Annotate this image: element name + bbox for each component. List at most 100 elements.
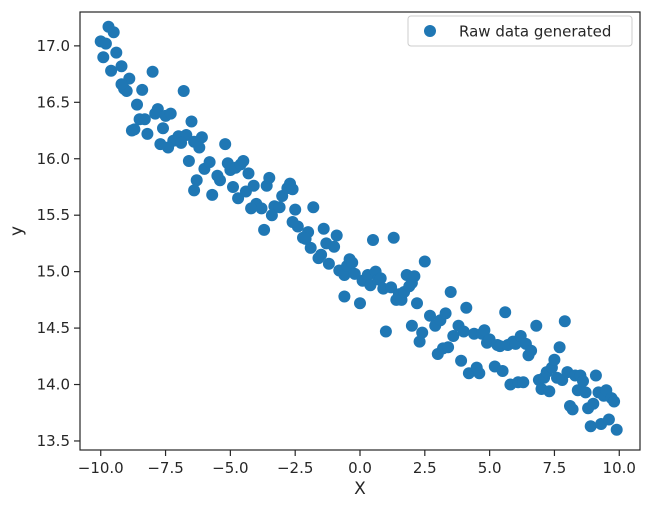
data-point-43: [219, 138, 232, 151]
data-point-55: [255, 202, 268, 215]
data-point-21: [149, 107, 162, 120]
y-axis-ticks: 13.5 14.0 14.5 15.0 15.5 16.0 16.5 17.0: [37, 37, 80, 450]
x-tick-label: 7.5: [543, 459, 567, 477]
data-points: [94, 20, 623, 436]
data-point-14: [146, 65, 159, 78]
data-point-179: [602, 413, 615, 426]
data-point-19: [138, 113, 151, 126]
data-point-113: [416, 326, 429, 339]
data-point-151: [530, 319, 543, 332]
data-point-126: [457, 325, 470, 338]
data-point-90: [354, 297, 366, 310]
data-point-39: [203, 156, 216, 169]
data-point-82: [330, 229, 343, 242]
data-point-125: [455, 354, 468, 367]
data-point-174: [589, 369, 602, 382]
data-point-50: [211, 169, 224, 182]
data-point-100: [385, 281, 398, 294]
y-axis-label: y: [7, 226, 27, 236]
data-point-160: [553, 341, 566, 354]
data-point-147: [517, 376, 530, 389]
data-point-24: [157, 122, 169, 135]
data-point-173: [587, 397, 600, 410]
data-point-37: [190, 174, 203, 187]
data-point-34: [195, 131, 208, 144]
x-axis-ticks: −10.0 −7.5 −5.0 −2.5 0.0 2.5 5.0 7.5 10.0: [78, 450, 636, 477]
data-point-12: [131, 98, 143, 111]
data-point-67: [258, 223, 271, 236]
data-point-99: [379, 325, 392, 338]
legend-label: Raw data generated: [459, 23, 611, 41]
data-point-112: [413, 335, 426, 348]
data-point-49: [242, 167, 255, 180]
data-point-75: [299, 232, 312, 245]
x-tick-label: 10.0: [603, 459, 636, 477]
data-point-35: [182, 155, 195, 167]
data-point-1: [99, 37, 112, 50]
data-point-17: [125, 124, 138, 137]
data-point-89: [348, 267, 361, 280]
data-point-65: [265, 209, 278, 222]
data-point-7: [115, 60, 128, 73]
data-point-114: [418, 255, 431, 268]
data-point-51: [227, 181, 239, 193]
data-point-79: [322, 257, 335, 270]
x-tick-label: 0.0: [348, 459, 372, 477]
y-tick-label: 15.5: [37, 206, 70, 224]
data-point-115: [424, 309, 436, 322]
data-point-96: [374, 272, 387, 285]
data-point-158: [548, 353, 561, 366]
data-point-87: [346, 256, 359, 269]
data-point-77: [317, 222, 330, 235]
data-point-162: [558, 315, 571, 328]
data-point-156: [543, 385, 556, 398]
data-point-122: [444, 286, 457, 298]
data-point-41: [206, 188, 219, 201]
data-point-182: [610, 423, 623, 436]
data-point-88: [338, 290, 351, 303]
data-point-131: [473, 367, 486, 380]
data-point-127: [460, 301, 473, 314]
data-point-32: [154, 138, 167, 151]
data-point-139: [499, 306, 512, 319]
data-point-52: [232, 192, 245, 205]
data-point-4: [110, 46, 123, 59]
x-tick-label: −5.0: [212, 459, 248, 477]
data-point-66: [273, 201, 286, 214]
x-tick-label: −10.0: [78, 459, 124, 477]
data-point-2: [97, 51, 110, 64]
data-point-81: [328, 240, 341, 253]
data-point-68: [289, 203, 302, 216]
data-point-165: [566, 403, 579, 416]
y-tick-label: 16.5: [37, 93, 70, 111]
x-tick-label: 2.5: [413, 459, 437, 477]
data-point-170: [579, 386, 592, 399]
data-point-30: [185, 115, 198, 128]
x-tick-label: 5.0: [478, 459, 502, 477]
data-point-6: [102, 20, 115, 33]
y-tick-label: 14.5: [37, 319, 70, 337]
data-point-169: [577, 375, 589, 388]
data-point-13: [136, 83, 149, 96]
x-axis-label: X: [354, 479, 366, 499]
data-point-84: [338, 269, 351, 281]
data-point-98: [367, 234, 379, 246]
legend-box: [407, 15, 633, 47]
data-point-3: [105, 64, 118, 77]
data-point-31: [175, 136, 188, 149]
data-point-23: [164, 107, 177, 120]
data-point-119: [439, 307, 452, 320]
data-point-11: [115, 78, 128, 91]
data-point-59: [263, 171, 276, 184]
data-point-72: [304, 241, 317, 254]
data-point-18: [141, 127, 154, 140]
y-tick-label: 17.0: [37, 37, 70, 55]
legend-marker: [424, 25, 436, 37]
y-tick-label: 14.0: [37, 376, 70, 394]
data-point-57: [247, 179, 260, 192]
data-point-150: [525, 344, 538, 357]
data-point-36: [193, 141, 206, 154]
data-point-181: [608, 395, 621, 408]
data-point-73: [307, 201, 320, 214]
